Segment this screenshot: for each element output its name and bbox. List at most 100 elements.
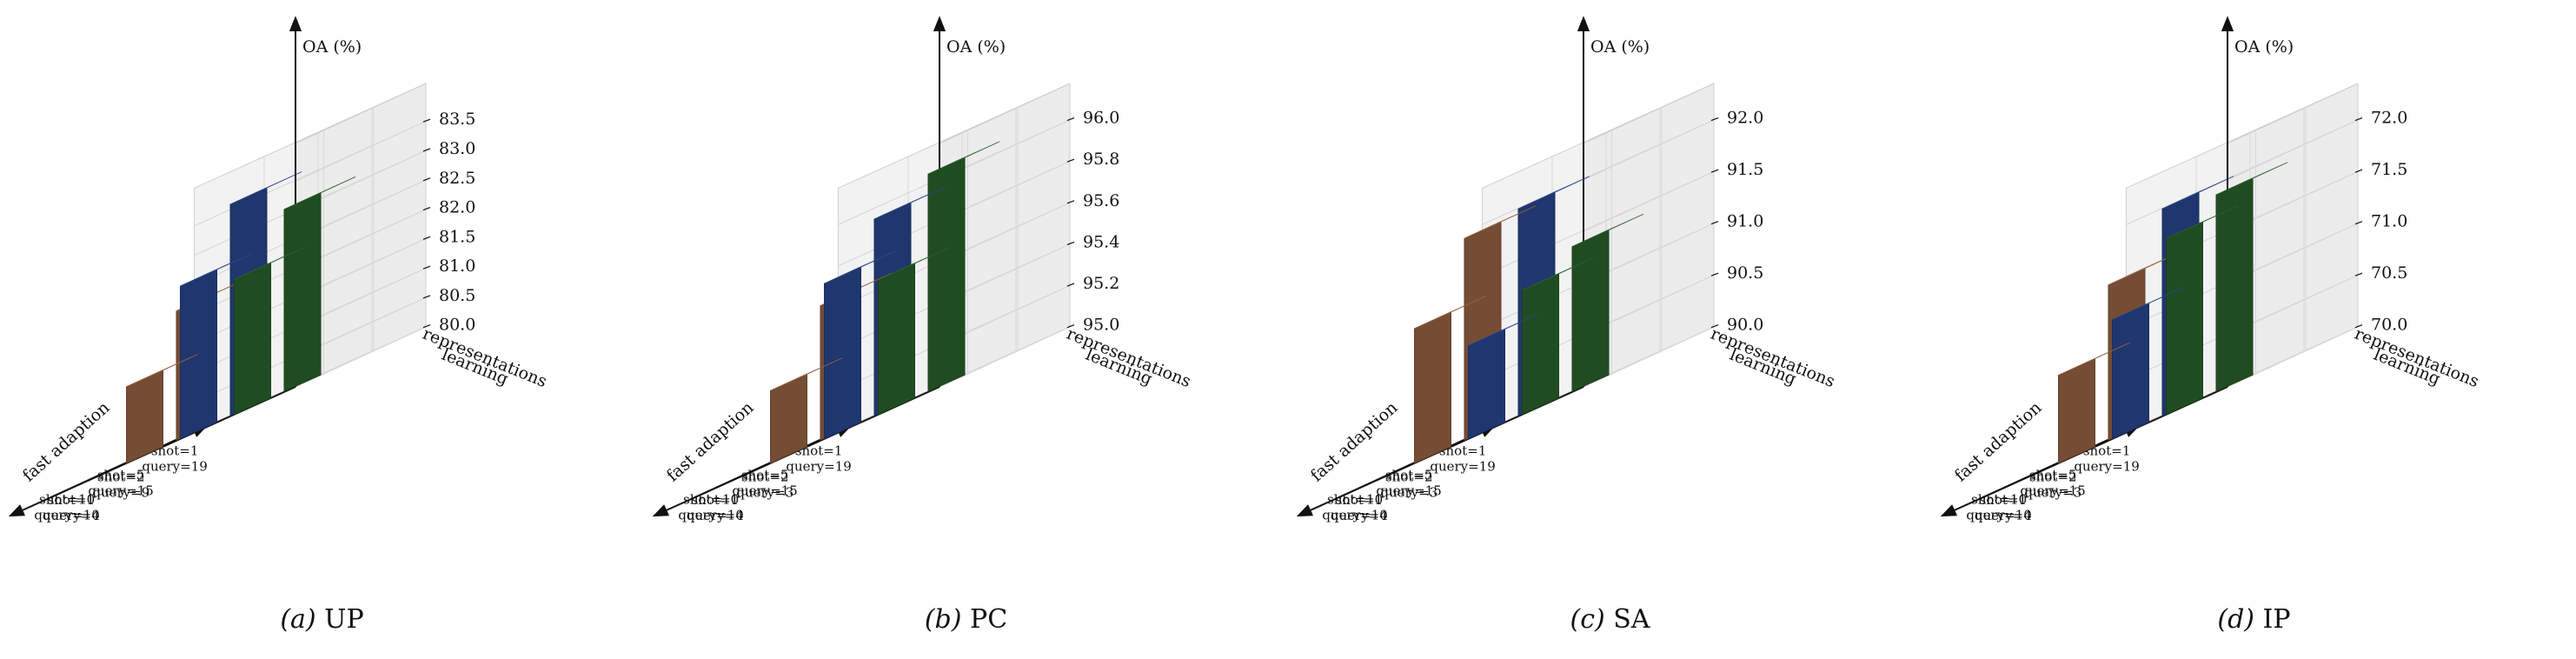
z-tick bbox=[422, 177, 431, 182]
z-tick bbox=[1066, 283, 1075, 287]
z-tick-label: 81.0 bbox=[439, 256, 475, 276]
z-tick-label: 70.5 bbox=[2371, 263, 2407, 283]
z-tick-label: 70.0 bbox=[2371, 316, 2407, 335]
x-tick-label: query=19 bbox=[1430, 459, 1495, 475]
bar-face-top bbox=[180, 253, 252, 287]
bar-up-x0-y0 bbox=[233, 246, 306, 416]
y-tick-label: shot=1 bbox=[1980, 492, 2028, 508]
bar-face-top bbox=[873, 186, 946, 220]
y-tick-label: shot=2 bbox=[97, 469, 145, 484]
x-tick-label: shot=10 bbox=[683, 492, 739, 508]
z-tick bbox=[422, 265, 431, 270]
bar-sa-x0-y1 bbox=[1571, 213, 1644, 392]
bar-face-side bbox=[233, 262, 272, 416]
bar-ip-x1-y0 bbox=[2111, 287, 2184, 440]
bar-ip-x2-y0 bbox=[2057, 342, 2130, 464]
z-tick bbox=[422, 295, 431, 299]
x-tick-label: query=19 bbox=[786, 459, 851, 475]
bar-face-top bbox=[927, 141, 1000, 175]
bar-face-side bbox=[2057, 357, 2096, 464]
bar-face-top bbox=[2215, 162, 2288, 196]
x-tick-label: query=15 bbox=[88, 483, 153, 499]
x-tick-label: query=19 bbox=[2074, 459, 2139, 475]
x-tick-label: shot=5 bbox=[97, 468, 145, 483]
y-tick-label: query=3 bbox=[736, 484, 793, 500]
bar-sa-x2-y0 bbox=[1413, 296, 1486, 464]
z-tick-label: 81.5 bbox=[439, 227, 475, 246]
panel-caption: (c) SA bbox=[1288, 604, 1932, 635]
z-tick-label: 95.0 bbox=[1083, 316, 1119, 335]
z-tick bbox=[1710, 272, 1719, 276]
bar-pc-x2-y0 bbox=[769, 357, 842, 464]
bar-sa-x1-y0 bbox=[1467, 312, 1540, 440]
z-tick bbox=[2354, 117, 2363, 122]
bar-pc-x0-y1 bbox=[927, 141, 1000, 392]
z-tick bbox=[2354, 324, 2363, 329]
bar-face-side bbox=[823, 266, 862, 440]
z-tick bbox=[1066, 117, 1075, 122]
panel-letter: (b) bbox=[924, 604, 962, 635]
z-axis-label: OA (%) bbox=[2234, 37, 2294, 57]
panel-letter: (a) bbox=[280, 604, 316, 635]
z-tick bbox=[1710, 117, 1719, 122]
z-tick bbox=[422, 118, 431, 123]
z-tick bbox=[1710, 324, 1719, 329]
z-tick-label: 80.0 bbox=[439, 316, 475, 335]
y-tick-label: query=4 bbox=[687, 508, 744, 523]
y-axis-label: representations bbox=[1708, 324, 1837, 391]
x-tick-label: shot=10 bbox=[1971, 492, 2027, 508]
bar-face-side bbox=[1413, 311, 1452, 464]
z-tick-label: 95.6 bbox=[1083, 191, 1119, 210]
z-tick-label: 96.0 bbox=[1083, 109, 1119, 128]
z-tick bbox=[2354, 272, 2363, 276]
bar-ip-x0-y1 bbox=[2215, 162, 2288, 392]
z-tick-label: 82.0 bbox=[439, 198, 475, 217]
z-tick-label: 91.5 bbox=[1727, 160, 1763, 179]
bar-face-top bbox=[2058, 342, 2130, 376]
z-tick-label: 91.0 bbox=[1727, 212, 1763, 231]
y-tick-label: query=4 bbox=[43, 508, 100, 523]
chart-panel-ip: OA (%) 70.0 70.5 71.0 71.5 72.0 fast adaption r… bbox=[1932, 0, 2576, 659]
z-tick bbox=[422, 324, 431, 329]
bar-face-top bbox=[2112, 287, 2184, 321]
bar-up-x2-y0 bbox=[125, 354, 198, 464]
panel-caption: (a) UP bbox=[0, 604, 644, 635]
bar-face-top bbox=[1414, 296, 1486, 330]
panel-caption: (b) PC bbox=[644, 604, 1288, 635]
z-tick bbox=[1710, 221, 1719, 225]
z-tick bbox=[422, 207, 431, 211]
bar-face-top bbox=[1571, 213, 1644, 248]
y-axis-label: representations bbox=[420, 324, 549, 391]
z-tick bbox=[1066, 324, 1075, 329]
y-tick-label: query=4 bbox=[1331, 508, 1388, 523]
y-tick-label: query=3 bbox=[1380, 484, 1437, 500]
y-tick-label: query=4 bbox=[1975, 508, 2032, 523]
panel-title: IP bbox=[2254, 604, 2291, 635]
bar-face-side bbox=[179, 269, 218, 440]
x-tick-label: query=10 bbox=[1966, 508, 2031, 523]
panel-title: UP bbox=[315, 604, 364, 635]
z-tick-label: 71.5 bbox=[2371, 160, 2407, 179]
z-tick-label: 72.0 bbox=[2371, 109, 2407, 128]
bar-face-top bbox=[770, 357, 842, 391]
z-tick-label: 80.5 bbox=[439, 286, 475, 305]
bar-sa-x0-y0 bbox=[1521, 257, 1594, 416]
z-tick bbox=[1066, 200, 1075, 204]
z-tick-label: 95.2 bbox=[1083, 274, 1119, 293]
bar-face-side bbox=[1467, 328, 1506, 440]
bar-face-top bbox=[126, 354, 198, 388]
z-tick-label: 95.4 bbox=[1083, 232, 1119, 251]
z-tick bbox=[422, 148, 431, 152]
z-tick bbox=[1066, 241, 1075, 246]
bar-face-top bbox=[1522, 257, 1594, 291]
bar-face-top bbox=[1468, 312, 1540, 346]
bar-face-side bbox=[2111, 303, 2150, 440]
x-tick-label: query=10 bbox=[34, 508, 99, 523]
z-axis-label: OA (%) bbox=[302, 37, 362, 57]
bar-face-top bbox=[878, 247, 950, 281]
y-tick-label: query=3 bbox=[2024, 484, 2081, 500]
z-tick-label: 92.0 bbox=[1727, 109, 1763, 128]
bar-face-side bbox=[1571, 229, 1610, 392]
